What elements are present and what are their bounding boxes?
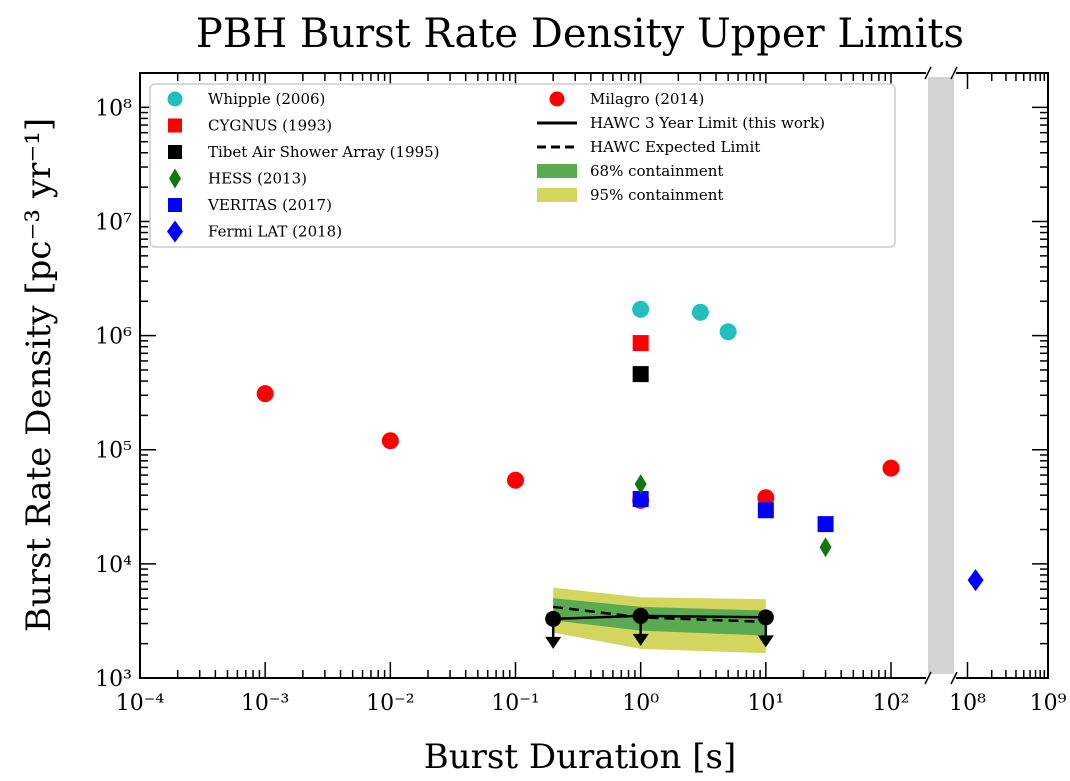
- legend-label: 95% containment: [590, 186, 723, 204]
- legend-label: 68% containment: [590, 162, 723, 180]
- veritas-2017-point: [817, 516, 834, 533]
- axis-break-band: [928, 73, 954, 678]
- legend-swatch: [537, 188, 577, 202]
- legend-swatch: [167, 91, 183, 107]
- plot-area: 10³ 10⁴ 10⁵ 10⁶ 10⁷ 10⁸ 10⁻⁴ 10⁻³ 10⁻² 10⁻¹ 10⁰ 10¹…: [95, 66, 1067, 716]
- fermi-lat-2018-point: [967, 569, 984, 592]
- hawc-limit-point: [545, 610, 562, 627]
- milagro-2014-point: [256, 385, 274, 403]
- legend-label: Tibet Air Shower Array (1995): [208, 143, 440, 161]
- x-tick-label: 10⁻¹: [491, 691, 539, 716]
- axis-break-gap: [926, 674, 956, 682]
- legend-label: Whipple (2006): [208, 90, 325, 108]
- legend-box: [149, 83, 896, 248]
- milagro-2014-point: [757, 489, 775, 507]
- x-tick-label: 10¹: [747, 691, 784, 716]
- whipple-2006-point: [691, 303, 709, 321]
- milagro-2014-point: [507, 471, 524, 489]
- y-tick-label: 10⁸: [95, 96, 132, 121]
- x-tick-label: 10⁹: [1030, 691, 1067, 716]
- legend-label: HAWC Expected Limit: [590, 138, 760, 156]
- cygnus-1993-point: [632, 335, 649, 352]
- legend: Whipple (2006) CYGNUS (1993) Tibet Air Sho…: [149, 83, 896, 248]
- hawc-upper-limit-arrowhead: [757, 635, 774, 648]
- hess-2013-point: [819, 537, 832, 558]
- axis-break-mark: [924, 66, 932, 80]
- milagro-2014-point: [882, 459, 900, 477]
- legend-label: HESS (2013): [208, 170, 307, 188]
- x-tick-label: 10²: [873, 691, 910, 716]
- chart-title: PBH Burst Rate Density Upper Limits: [196, 11, 964, 57]
- y-tick-label: 10⁷: [95, 210, 132, 235]
- x-tick-label: 10⁻²: [366, 691, 414, 716]
- legend-swatch: [537, 164, 577, 178]
- x-tick-label: 10⁻³: [241, 691, 289, 716]
- hawc-limit-point: [757, 609, 774, 626]
- y-tick-label: 10⁴: [95, 553, 132, 578]
- y-tick-label: 10³: [95, 667, 132, 692]
- whipple-2006-point: [632, 300, 650, 318]
- axis-break-mark: [950, 66, 958, 80]
- legend-swatch: [168, 198, 182, 212]
- legend-label: HAWC 3 Year Limit (this work): [590, 114, 825, 132]
- legend-swatch: [168, 145, 182, 159]
- legend-label: Fermi LAT (2018): [208, 223, 342, 241]
- legend-label: CYGNUS (1993): [208, 117, 332, 135]
- y-axis-label: Burst Rate Density [pc⁻³ yr⁻¹]: [19, 118, 59, 632]
- legend-swatch: [167, 220, 183, 243]
- x-axis-label: Burst Duration [s]: [424, 737, 736, 776]
- hawc-upper-limit-arrowhead: [545, 636, 562, 649]
- hawc-limit-point: [632, 607, 649, 624]
- axis-break-mark: [950, 671, 958, 685]
- x-tick-label: 10⁸: [949, 691, 986, 716]
- hawc-upper-limit-arrowhead: [632, 633, 649, 646]
- legend-swatch: [169, 168, 181, 189]
- milagro-2014-point: [381, 432, 399, 450]
- whipple-2006-point: [719, 323, 737, 341]
- hess-2013-point: [634, 474, 647, 495]
- x-tick-label: 10⁰: [622, 691, 659, 716]
- plot-frame: [139, 72, 1049, 679]
- veritas-2017-point: [757, 502, 774, 519]
- legend-label: VERITAS (2017): [207, 196, 332, 214]
- y-tick-label: 10⁶: [95, 325, 132, 350]
- axis-break-mark: [924, 671, 932, 685]
- veritas-2017-point: [632, 491, 649, 508]
- x-tick-label: 10⁻⁴: [116, 691, 165, 716]
- tibet-air-shower-array-1995-point: [632, 366, 649, 383]
- y-tick-label: 10⁵: [95, 439, 132, 464]
- legend-swatch: [549, 91, 565, 107]
- legend-label: Milagro (2014): [590, 90, 704, 108]
- axis-break-gap: [926, 69, 956, 77]
- legend-swatch: [168, 118, 182, 133]
